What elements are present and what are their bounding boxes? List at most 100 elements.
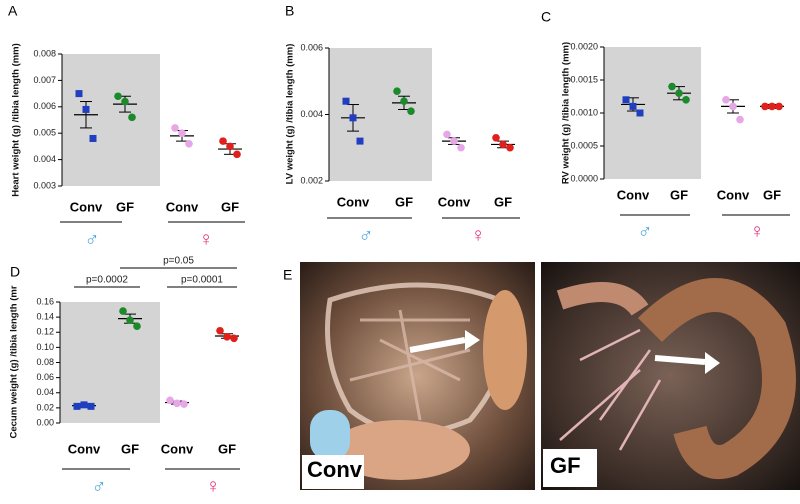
point — [166, 396, 174, 405]
y-tick-label: 0.006 — [33, 101, 56, 111]
y-tick-label: 0.16 — [36, 296, 54, 306]
x-tick-label: GF — [670, 187, 688, 202]
point — [87, 402, 95, 410]
x-tick-label: GF — [763, 187, 781, 202]
x-tick-label: GF — [116, 199, 134, 214]
panel-letter: B — [285, 3, 294, 19]
point — [185, 139, 193, 148]
x-tick-label: GF — [221, 199, 239, 214]
point — [682, 96, 690, 104]
point — [636, 109, 644, 117]
male-shade — [60, 302, 160, 423]
y-tick-label: 0.006 — [300, 42, 323, 52]
x-tick-label: Conv — [166, 199, 199, 214]
point — [133, 322, 141, 331]
photo-gf — [541, 262, 800, 490]
point — [89, 134, 97, 142]
point — [768, 102, 776, 111]
point — [230, 334, 238, 343]
point — [171, 124, 179, 132]
point — [233, 150, 241, 159]
point — [226, 142, 234, 151]
point — [349, 114, 357, 122]
y-tick-label: 0.06 — [36, 372, 54, 382]
point — [629, 102, 637, 110]
point — [80, 401, 88, 409]
y-axis-label: Heart weight (g) /tibia length (mm) — [11, 43, 22, 197]
y-tick-label: 0.008 — [33, 48, 56, 58]
point — [180, 400, 188, 408]
y-axis-label: Cecum weight (g) /tibia length (mr — [9, 285, 20, 438]
x-tick-label: GF — [218, 441, 236, 456]
y-axis-label: LV weight (g) /tibia length (mm) — [285, 44, 296, 185]
photo-conv — [300, 262, 535, 490]
point — [722, 96, 730, 104]
point — [126, 316, 134, 324]
sex-label: ♂ — [92, 475, 107, 497]
y-tick-label: 0.002 — [300, 175, 323, 185]
y-tick-label: 0.0020 — [570, 41, 598, 51]
y-tick-label: 0.12 — [36, 327, 54, 337]
point — [75, 90, 83, 98]
panel-letter: C — [541, 9, 551, 25]
sex-label: ♂ — [638, 220, 653, 242]
point — [729, 102, 737, 111]
x-tick-label: Conv — [337, 194, 370, 209]
point — [407, 107, 415, 115]
x-tick-label: Conv — [438, 194, 471, 209]
sex-label: ♀ — [471, 224, 486, 246]
point — [119, 307, 127, 315]
y-tick-label: 0.00 — [36, 417, 54, 427]
x-tick-label: GF — [494, 194, 512, 209]
sex-label: ♂ — [359, 224, 374, 246]
y-tick-label: 0.004 — [33, 154, 56, 164]
point — [443, 130, 451, 139]
x-tick-label: GF — [395, 194, 413, 209]
point — [668, 82, 676, 91]
y-tick-label: 0.14 — [36, 312, 54, 322]
x-tick-label: Conv — [161, 441, 194, 456]
p-value: p=0.0001 — [181, 275, 223, 286]
male-shade — [604, 47, 701, 179]
point — [114, 92, 122, 101]
point — [400, 97, 408, 105]
x-tick-label: Conv — [70, 199, 103, 214]
sex-label: ♀ — [199, 228, 214, 250]
male-shade — [62, 54, 160, 186]
x-tick-label: GF — [121, 441, 139, 456]
point — [457, 143, 465, 152]
point — [173, 399, 181, 408]
panel-letter: A — [8, 3, 18, 19]
point — [121, 97, 129, 106]
sex-label: ♀ — [206, 475, 221, 497]
point — [499, 140, 507, 149]
point — [775, 102, 783, 111]
y-tick-label: 0.005 — [33, 128, 56, 138]
p-value: p=0.05 — [163, 256, 194, 267]
x-tick-label: Conv — [717, 187, 750, 202]
point — [761, 102, 769, 111]
x-tick-label: Conv — [617, 187, 650, 202]
y-tick-label: 0.0015 — [570, 74, 598, 84]
panel-letter: D — [10, 264, 20, 280]
p-value: p=0.0002 — [86, 275, 128, 286]
y-tick-label: 0.0010 — [570, 107, 598, 117]
photo-label: GF — [550, 453, 581, 478]
y-tick-label: 0.007 — [33, 75, 56, 85]
point — [393, 87, 401, 96]
point — [450, 137, 458, 145]
point — [223, 332, 231, 341]
y-tick-label: 0.003 — [33, 180, 56, 190]
y-tick-label: 0.0005 — [570, 140, 598, 150]
point — [73, 402, 81, 410]
y-tick-label: 0.004 — [300, 109, 323, 119]
point — [356, 137, 364, 145]
y-tick-label: 0.02 — [36, 402, 54, 412]
point — [178, 129, 186, 137]
y-tick-label: 0.0000 — [570, 173, 598, 183]
point — [216, 326, 224, 335]
y-tick-label: 0.04 — [36, 387, 54, 397]
sex-label: ♀ — [750, 220, 765, 242]
x-tick-label: Conv — [68, 441, 101, 456]
